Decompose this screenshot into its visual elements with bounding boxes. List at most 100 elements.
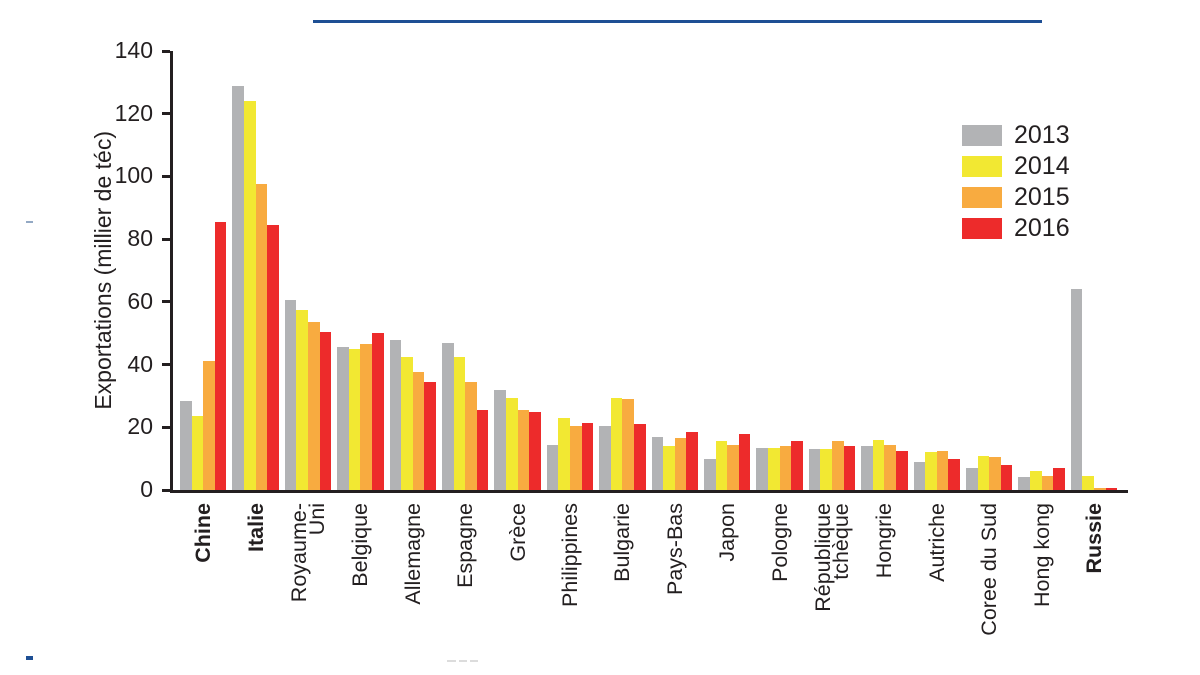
bar-2015-hong-kong	[1041, 475, 1054, 490]
bar-2015-pays-bas	[674, 438, 687, 490]
bar-2016-pays-bas	[686, 432, 698, 490]
bar-2013-belgique	[337, 347, 349, 490]
y-axis-tick	[162, 488, 170, 492]
faint-mark	[459, 660, 467, 662]
bar-2016-russie	[1105, 488, 1118, 490]
bar-2014-r-publique-tch-que	[820, 449, 832, 490]
y-tick-label: 40	[127, 350, 153, 377]
y-axis-tick	[162, 300, 170, 304]
x-axis-label-espagne: Espagne	[453, 503, 478, 588]
x-axis-label-philippines: Philippines	[558, 503, 582, 607]
bar-2016-autriche	[948, 458, 960, 490]
y-axis-tick	[162, 174, 170, 178]
x-axis-label-belgique: Belgique	[348, 503, 373, 587]
bar-2016-pologne	[791, 441, 803, 490]
bar-2015-russie	[1094, 488, 1106, 490]
legend-row-2013: 2013	[962, 121, 1070, 149]
bar-2014-chine	[191, 416, 204, 490]
bar-2015-r-publique-tch-que	[832, 441, 844, 490]
bar-2013-japon	[704, 458, 716, 490]
bar-2016-japon	[738, 433, 751, 490]
x-label-box: Russie	[1057, 503, 1131, 574]
legend-row-2014: 2014	[962, 152, 1070, 180]
bar-2016-chine	[214, 221, 227, 490]
legend-swatch-2016	[962, 218, 1002, 239]
bar-2014-italie	[244, 101, 256, 490]
bar-2014-philippines	[558, 417, 570, 490]
bar-2015-belgique	[360, 344, 372, 490]
legend-swatch-2013	[962, 125, 1002, 146]
faint-mark	[470, 660, 478, 662]
small-blue-dash-mark	[26, 656, 33, 660]
x-axis-label-allemagne: Allemagne	[400, 503, 425, 605]
plot-area: 0 20 40 60 80 100 120 140 Chine Italie Royaume- Un…	[115, 39, 1128, 636]
bar-2015-autriche	[936, 450, 949, 490]
bar-2015-philippines	[570, 425, 582, 490]
x-axis-label-gr-ce: Grèce	[505, 503, 530, 562]
legend-row-2015: 2015	[962, 183, 1070, 211]
legend-swatch-2014	[962, 156, 1002, 177]
bar-2016-gr-ce	[529, 411, 541, 490]
bar-2016-coree-du-sud	[1000, 464, 1013, 490]
x-axis-label-hong-kong: Hong kong	[1029, 503, 1054, 607]
y-tick-label: 0	[140, 476, 153, 502]
x-axis-label-hongrie: Hongrie	[872, 503, 897, 579]
bar-2013-r-publique-tch-que	[808, 449, 821, 490]
bar-2014-espagne	[453, 356, 466, 490]
legend-swatch-2015	[962, 187, 1002, 208]
y-tick-label: 80	[127, 225, 153, 252]
y-axis-tick	[162, 49, 170, 53]
top-horizontal-rule	[313, 20, 1042, 23]
y-axis-tick	[162, 425, 170, 429]
bar-2016-italie	[267, 225, 279, 490]
bar-2013-chine	[180, 400, 192, 490]
bar-2014-hong-kong	[1030, 471, 1042, 490]
bar-2014-hongrie	[872, 439, 885, 490]
bar-2016-hong-kong	[1053, 468, 1065, 490]
bar-2016-philippines	[581, 422, 594, 490]
y-tick-label: 120	[114, 99, 153, 126]
x-axis-label-autriche: Autriche	[924, 503, 949, 582]
bar-2013-italie	[232, 85, 244, 490]
bar-2015-coree-du-sud	[989, 457, 1001, 490]
bar-2013-pologne	[756, 447, 768, 490]
bar-2014-bulgarie	[610, 397, 623, 490]
bar-2013-hong-kong	[1018, 477, 1030, 490]
bar-2014-russie	[1082, 475, 1094, 490]
bar-2013-allemagne	[389, 339, 402, 490]
bar-2015-italie	[255, 184, 268, 490]
x-axis-label-italie: Italie	[243, 503, 268, 552]
bar-2015-pologne	[779, 446, 792, 490]
legend-label-2014: 2014	[1014, 152, 1070, 180]
bar-2015-espagne	[465, 381, 477, 490]
y-tick-label: 20	[127, 413, 153, 440]
legend-row-2016: 2016	[962, 216, 1070, 241]
x-axis-label-pologne: Pologne	[767, 503, 792, 582]
bar-2016-hongrie	[896, 450, 908, 490]
x-axis-label-bulgarie: Bulgarie	[610, 503, 635, 582]
legend-label-2013: 2013	[1014, 121, 1070, 149]
legend-label-2015: 2015	[1014, 183, 1070, 211]
x-axis-label-japon: Japon	[715, 503, 740, 562]
bar-2014-japon	[715, 441, 728, 490]
bar-2013-autriche	[913, 461, 926, 490]
bar-2016-espagne	[476, 410, 489, 490]
bar-2014-gr-ce	[506, 397, 518, 490]
bar-2016-allemagne	[424, 381, 436, 490]
bar-2013-royaume-uni	[284, 300, 297, 490]
bar-2013-bulgarie	[599, 425, 611, 490]
y-tick-label: 60	[127, 287, 153, 314]
bar-2016-royaume-uni	[319, 331, 332, 490]
y-axis-tick	[162, 237, 170, 241]
bar-2015-chine	[203, 361, 215, 490]
x-axis-label-chine: Chine	[191, 503, 216, 563]
bar-2013-espagne	[442, 342, 454, 490]
bar-2014-royaume-uni	[296, 309, 308, 490]
bar-2015-bulgarie	[622, 399, 634, 490]
x-axis-label-royaume-uni: Royaume- Uni	[287, 503, 329, 603]
bar-2013-hongrie	[861, 446, 873, 490]
bar-2015-gr-ce	[517, 410, 530, 490]
y-tick-label: 140	[114, 37, 153, 63]
bar-2014-allemagne	[401, 356, 413, 490]
